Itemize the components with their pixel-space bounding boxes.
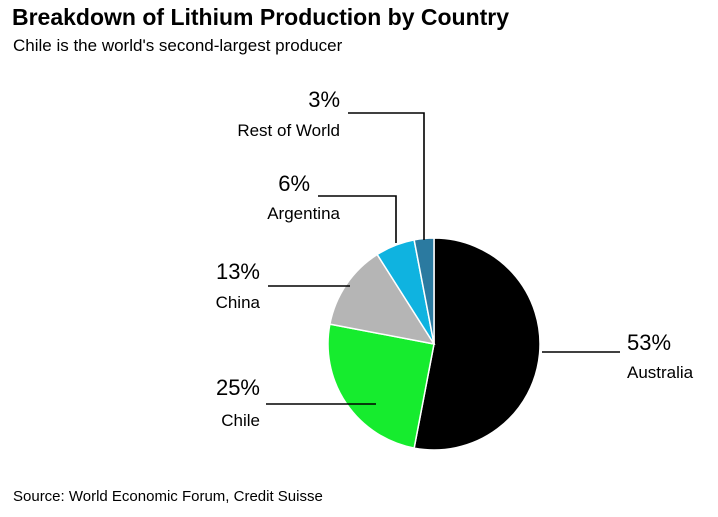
slice-chile [327,323,435,449]
category-label-australia: Australia [627,363,694,382]
leader-lines [266,112,620,405]
source-note: Source: World Economic Forum, Credit Sui… [13,488,323,505]
category-label-chile: Chile [221,411,260,430]
slice-china [329,253,436,346]
category-label-rest-of-world: Rest of World [237,121,340,140]
slice-australia [413,237,541,451]
category-label-china: China [216,293,261,312]
value-label-china: 13% [216,259,260,284]
value-label-rest-of-world: 3% [308,87,340,112]
leader-line-argentina [318,195,397,243]
value-label-chile: 25% [216,375,260,400]
leader-line-rest-of-world [348,112,425,240]
chart-title: Breakdown of Lithium Production by Count… [12,4,510,30]
pie-slices [327,237,541,451]
value-label-australia: 53% [627,330,671,355]
chart-subtitle: Chile is the world's second-largest prod… [13,36,343,55]
category-label-argentina: Argentina [267,204,340,223]
slice-labels: 53% Australia 25% Chile 13% China 6% Argentina 3… [216,87,694,430]
value-label-argentina: 6% [278,171,310,196]
